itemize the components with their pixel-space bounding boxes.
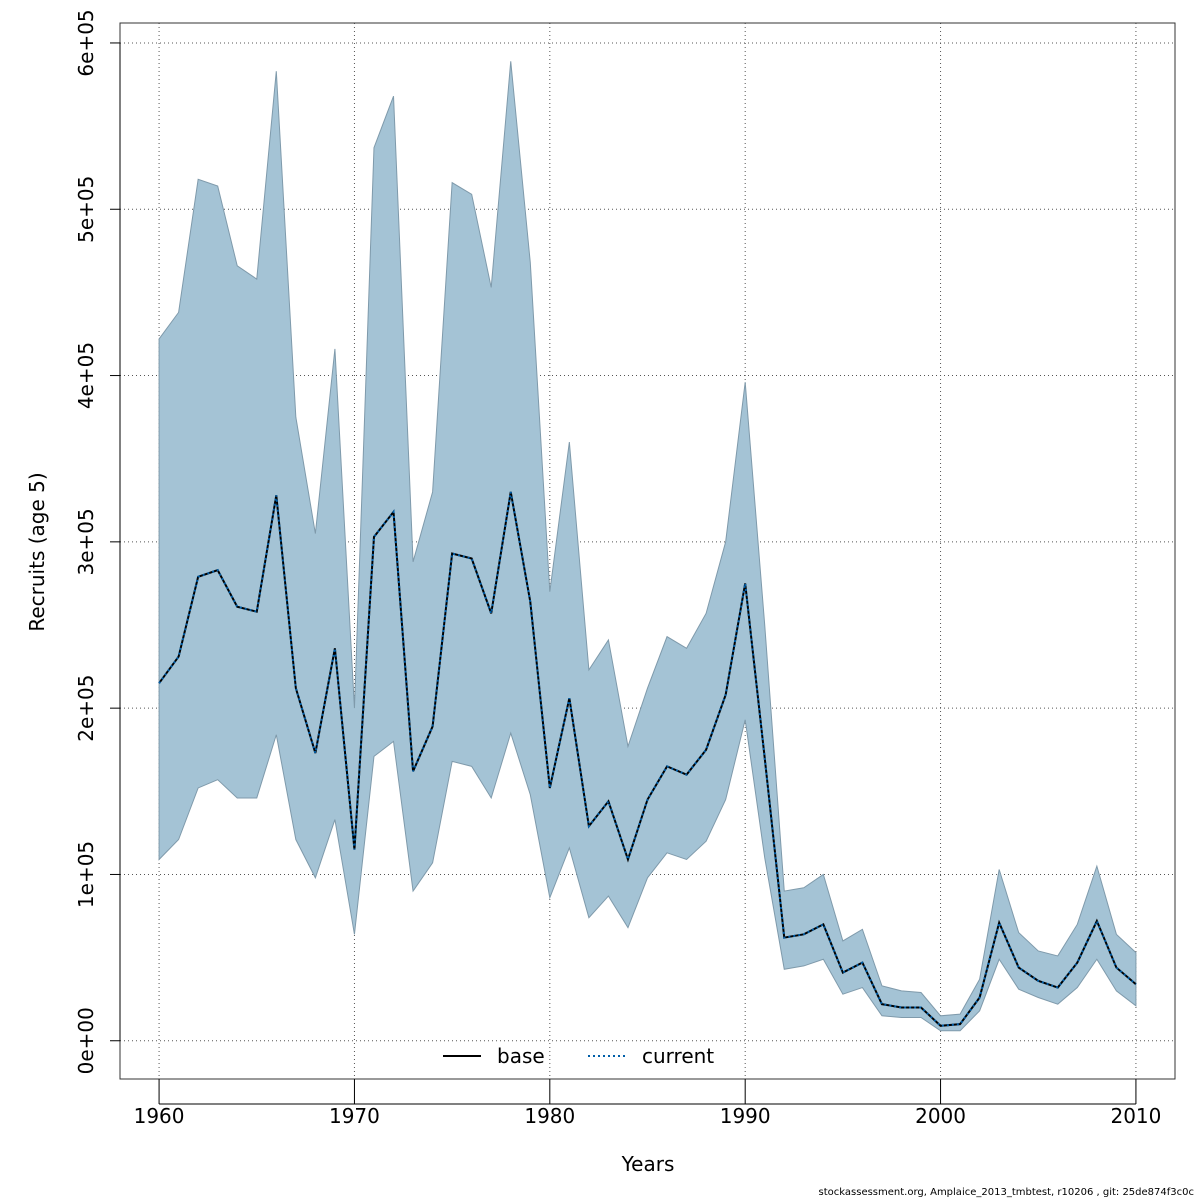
x-tick-label: 2000	[915, 1104, 966, 1128]
series-line-current	[158, 491, 1137, 1027]
legend-label-base: base	[497, 1044, 545, 1068]
confidence-band	[158, 61, 1137, 1032]
y-tick-label: 2e+05	[74, 675, 98, 742]
confidence-band-area	[158, 61, 1137, 1032]
legend: base current	[443, 1044, 714, 1068]
legend-label-current: current	[642, 1044, 714, 1068]
x-tick-label: 1980	[524, 1104, 575, 1128]
x-tick-label: 1970	[329, 1104, 380, 1128]
x-tick-label: 2010	[1110, 1104, 1161, 1128]
y-tick-label: 0e+00	[74, 1007, 98, 1074]
y-axis: 0e+00 1e+05 2e+05 3e+05 4e+05 5e+05 6e+05	[74, 9, 121, 1074]
y-tick-label: 6e+05	[74, 9, 98, 76]
x-tick-label: 1960	[134, 1104, 185, 1128]
x-axis: 1960 1970 1980 1990 2000 2010	[134, 1079, 1161, 1128]
y-tick-label: 5e+05	[74, 176, 98, 243]
series-lines	[158, 491, 1137, 1027]
x-tick-label: 1990	[720, 1104, 771, 1128]
y-tick-label: 1e+05	[74, 841, 98, 908]
y-tick-label: 4e+05	[74, 342, 98, 409]
grid-lines	[120, 23, 1175, 1079]
x-axis-title: Years	[621, 1152, 675, 1176]
y-tick-label: 3e+05	[74, 508, 98, 575]
y-axis-title: Recruits (age 5)	[25, 472, 49, 631]
footer-credit: stockassessment.org, Amplaice_2013_tmbte…	[818, 1187, 1194, 1198]
